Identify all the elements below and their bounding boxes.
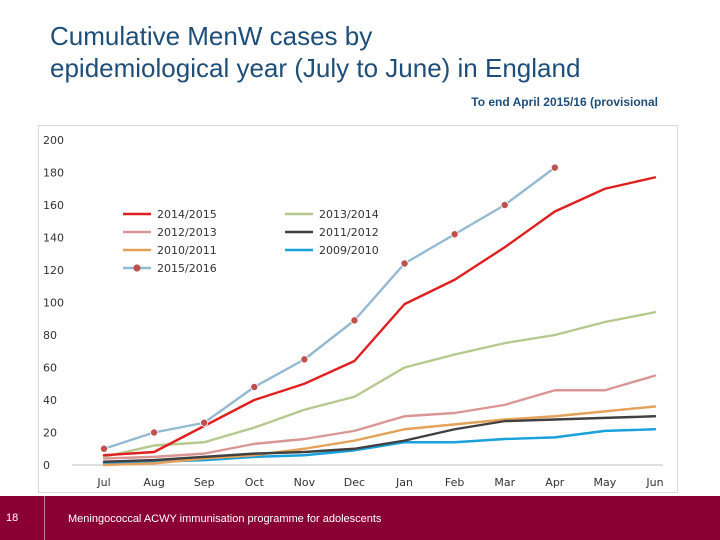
footer-divider (44, 496, 45, 540)
data-point (400, 259, 409, 268)
x-tick-label: Aug (143, 476, 164, 489)
series-line (102, 311, 657, 459)
legend-label: 2009/2010 (319, 244, 379, 257)
series-line (102, 166, 557, 450)
footer-bar: 18 Meningococcal ACWY immunisation progr… (0, 496, 720, 540)
data-point (150, 428, 159, 437)
data-point (500, 201, 509, 210)
y-tick-label: 180 (43, 167, 64, 180)
legend-label: 2013/2014 (319, 208, 379, 221)
slide-title: Cumulative MenW cases by epidemiological… (50, 20, 690, 84)
data-point (200, 418, 209, 427)
y-tick-label: 200 (43, 134, 64, 147)
series-line (102, 405, 657, 467)
title-line-2: epidemiological year (July to June) in E… (50, 53, 581, 83)
x-tick-label: Jan (395, 476, 413, 489)
legend-label: 2011/2012 (319, 226, 379, 239)
legend-marker (133, 264, 141, 272)
x-tick-label: Dec (344, 476, 365, 489)
y-tick-label: 120 (43, 264, 64, 277)
y-tick-label: 160 (43, 199, 64, 212)
data-point (550, 163, 559, 172)
data-point (450, 230, 459, 239)
series-line (102, 176, 657, 457)
title-line-1: Cumulative MenW cases by (50, 21, 373, 51)
legend-label: 2014/2015 (157, 208, 217, 221)
data-point (350, 316, 359, 325)
data-point (100, 444, 109, 453)
legend-label: 2015/2016 (157, 262, 217, 275)
series-line (102, 374, 657, 460)
y-tick-label: 80 (43, 329, 57, 342)
x-tick-label: Apr (545, 476, 565, 489)
y-tick-label: 0 (43, 459, 50, 472)
y-tick-label: 60 (43, 362, 57, 375)
chart-subtitle: To end April 2015/16 (provisional (471, 95, 658, 109)
legend-label: 2010/2011 (157, 244, 217, 257)
x-tick-label: Sep (194, 476, 215, 489)
y-tick-label: 40 (43, 394, 57, 407)
data-point (250, 382, 259, 391)
y-tick-label: 140 (43, 232, 64, 245)
x-tick-label: Jun (645, 476, 663, 489)
x-tick-label: May (594, 476, 617, 489)
chart-frame: 0 20 40 60 80 100 120 140 160 180 200 Jul Aug Sep Oct N… (38, 125, 678, 493)
series-line (102, 415, 657, 463)
x-tick-label: Mar (494, 476, 515, 489)
x-tick-label: Feb (445, 476, 464, 489)
y-tick-label: 20 (43, 427, 57, 440)
line-chart: 0 20 40 60 80 100 120 140 160 180 200 Jul Aug Sep Oct N… (43, 134, 664, 489)
x-tick-label: Jul (96, 476, 110, 489)
x-tick-label: Oct (245, 476, 265, 489)
data-point (300, 355, 309, 364)
y-tick-label: 100 (43, 297, 64, 310)
footer-text: Meningococcal ACWY immunisation programm… (68, 513, 382, 525)
x-tick-label: Nov (294, 476, 316, 489)
slide-number: 18 (6, 512, 19, 524)
legend-label: 2012/2013 (157, 226, 217, 239)
